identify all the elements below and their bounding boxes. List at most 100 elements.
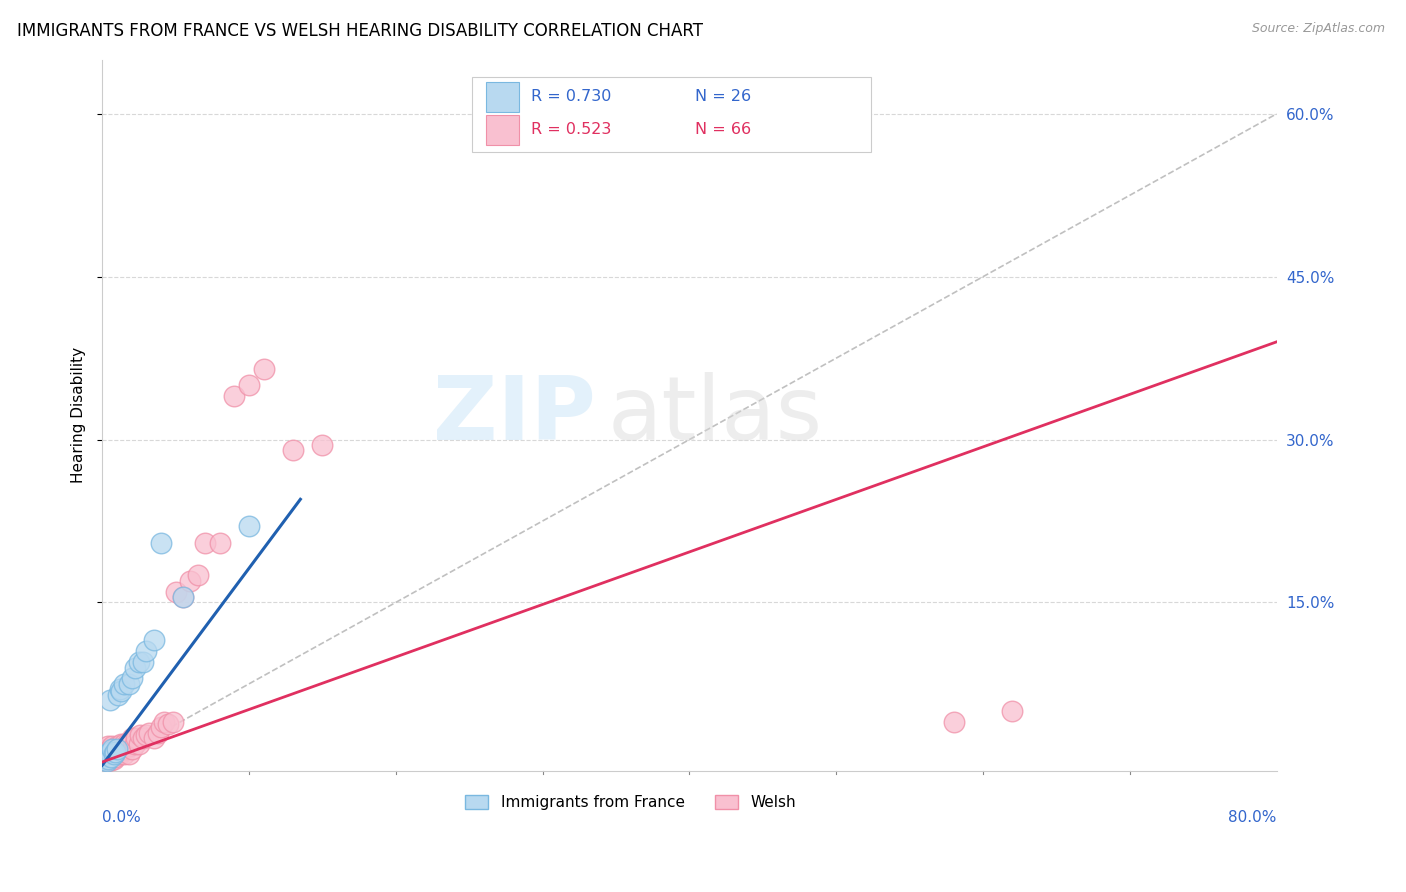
Welsh — [103, 745, 125, 759]
Welsh — [172, 590, 194, 604]
Text: ZIP: ZIP — [433, 372, 595, 458]
Welsh — [224, 389, 246, 403]
Immigrants from France — [104, 745, 127, 759]
Welsh — [96, 742, 118, 756]
Welsh — [187, 568, 209, 582]
Text: 80.0%: 80.0% — [1229, 810, 1277, 825]
Welsh — [194, 535, 217, 549]
Immigrants from France — [103, 747, 125, 762]
Immigrants from France — [128, 655, 150, 669]
Welsh — [942, 714, 965, 729]
Welsh — [179, 574, 201, 588]
Immigrants from France — [98, 745, 121, 759]
Welsh — [97, 739, 120, 753]
Text: 0.0%: 0.0% — [103, 810, 141, 825]
Immigrants from France — [142, 633, 165, 648]
Text: atlas: atlas — [607, 372, 823, 458]
Welsh — [96, 753, 118, 767]
Legend: Immigrants from France, Welsh: Immigrants from France, Welsh — [460, 789, 801, 816]
Welsh — [101, 749, 124, 764]
Immigrants from France — [94, 749, 117, 764]
Welsh — [157, 717, 180, 731]
Welsh — [94, 749, 117, 764]
Immigrants from France — [96, 747, 118, 762]
Welsh — [162, 714, 184, 729]
Text: N = 26: N = 26 — [695, 89, 751, 104]
Welsh — [208, 535, 231, 549]
Welsh — [128, 737, 150, 751]
Welsh — [93, 747, 115, 762]
Immigrants from France — [110, 684, 132, 698]
Welsh — [104, 742, 127, 756]
Welsh — [108, 739, 131, 753]
Welsh — [94, 745, 117, 759]
Welsh — [114, 742, 136, 756]
Text: N = 66: N = 66 — [695, 122, 751, 137]
FancyBboxPatch shape — [472, 78, 872, 152]
Welsh — [121, 731, 143, 746]
Immigrants from France — [121, 672, 143, 686]
Text: Source: ZipAtlas.com: Source: ZipAtlas.com — [1251, 22, 1385, 36]
Immigrants from France — [112, 677, 135, 691]
Welsh — [100, 747, 122, 762]
Welsh — [98, 747, 121, 762]
Text: IMMIGRANTS FROM FRANCE VS WELSH HEARING DISABILITY CORRELATION CHART: IMMIGRANTS FROM FRANCE VS WELSH HEARING … — [17, 22, 703, 40]
Immigrants from France — [117, 677, 139, 691]
Welsh — [96, 747, 118, 762]
Welsh — [101, 745, 124, 759]
Text: R = 0.523: R = 0.523 — [531, 122, 612, 137]
Welsh — [110, 737, 132, 751]
Welsh — [238, 378, 260, 392]
Immigrants from France — [96, 754, 118, 768]
Welsh — [107, 745, 129, 759]
Bar — [486, 82, 519, 112]
Welsh — [93, 753, 115, 767]
Immigrants from France — [132, 655, 155, 669]
Welsh — [129, 728, 152, 742]
Welsh — [120, 737, 142, 751]
Welsh — [110, 745, 132, 759]
Welsh — [281, 443, 304, 458]
Welsh — [125, 731, 148, 746]
Immigrants from France — [107, 688, 129, 702]
Welsh — [117, 739, 139, 753]
Immigrants from France — [105, 742, 128, 756]
Welsh — [100, 753, 122, 767]
Welsh — [253, 362, 276, 376]
Welsh — [105, 739, 128, 753]
Immigrants from France — [100, 749, 122, 764]
Welsh — [115, 737, 138, 751]
Immigrants from France — [172, 590, 194, 604]
Welsh — [101, 739, 124, 753]
Bar — [486, 115, 519, 145]
Welsh — [117, 747, 139, 762]
Welsh — [100, 742, 122, 756]
Welsh — [1001, 704, 1024, 718]
Welsh — [108, 747, 131, 762]
Welsh — [103, 752, 125, 766]
Immigrants from France — [93, 753, 115, 767]
Welsh — [105, 747, 128, 762]
Immigrants from France — [149, 535, 172, 549]
Immigrants from France — [238, 519, 260, 533]
Welsh — [97, 745, 120, 759]
Immigrants from France — [101, 742, 124, 756]
Text: R = 0.730: R = 0.730 — [531, 89, 612, 104]
Y-axis label: Hearing Disability: Hearing Disability — [72, 347, 86, 483]
Immigrants from France — [108, 682, 131, 697]
Welsh — [135, 728, 157, 742]
Immigrants from France — [98, 693, 121, 707]
Welsh — [121, 742, 143, 756]
Immigrants from France — [97, 752, 120, 766]
Welsh — [311, 438, 333, 452]
Immigrants from France — [124, 660, 146, 674]
Welsh — [153, 714, 176, 729]
Welsh — [142, 731, 165, 746]
Welsh — [149, 720, 172, 734]
Welsh — [132, 731, 155, 746]
Welsh — [104, 749, 127, 764]
Welsh — [165, 584, 187, 599]
Welsh — [146, 725, 169, 739]
Welsh — [112, 747, 135, 762]
Welsh — [111, 742, 134, 756]
